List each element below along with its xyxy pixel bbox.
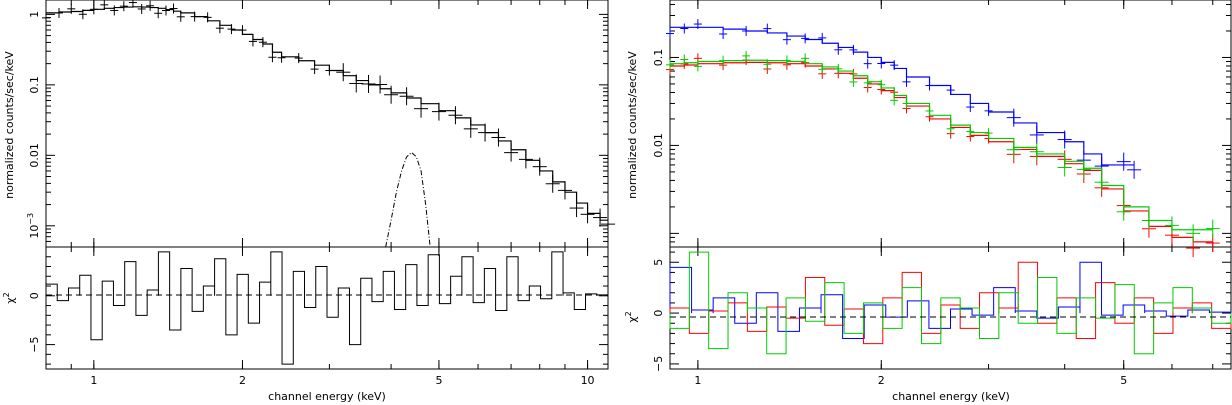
- left-ylabel-bottom-base: χ: [4, 297, 17, 304]
- left-xtick-label: 1: [90, 374, 97, 387]
- right-xtick-label: 2: [878, 374, 885, 387]
- right-panel: 1 2 5 0.1 0.01 5 0 −5 normalized counts/sec/keV…: [624, 0, 1232, 403]
- left-series-0-residuals: [45, 251, 609, 365]
- left-ytick-bottom-label: −5: [28, 336, 41, 352]
- right-series-1-model: [670, 61, 1213, 243]
- left-ylabel-top: normalized counts/sec/keV: [3, 51, 16, 199]
- right-xtick-label: 1: [694, 374, 701, 387]
- left-line-component: [385, 151, 431, 248]
- right-ylabel-top: normalized counts/sec/keV: [626, 51, 639, 199]
- left-ytick-label: 0.1: [28, 76, 41, 94]
- right-ylabel-bottom-sup: 2: [624, 311, 633, 316]
- right-ytick-bottom-label: 0: [652, 310, 665, 317]
- right-xlabel: channel energy (keV): [892, 390, 1010, 403]
- left-panel: 1 2 5 10 1 0.1 0.01 10−3 0 −5 normalized counts/s…: [2, 0, 615, 403]
- right-ytick-bottom-label: 5: [652, 259, 665, 266]
- right-series-2-residuals: [669, 251, 1232, 355]
- left-xtick-label: 5: [435, 374, 442, 387]
- right-ytick-bottom-label: −5: [652, 356, 665, 372]
- right-ticks: 1 2 5 0.1 0.01 5 0 −5: [652, 0, 1231, 387]
- right-ytick-label: 0.01: [652, 133, 665, 158]
- left-ylabel-bottom: χ2: [2, 292, 17, 303]
- right-xtick-label: 5: [1120, 374, 1127, 387]
- left-xtick-label: 10: [581, 374, 595, 387]
- left-ytick-label: 10−3: [26, 213, 41, 239]
- left-bottom-frame: [45, 246, 609, 370]
- left-ytick-bottom-label: 0: [28, 292, 41, 299]
- left-data: [42, 0, 615, 365]
- right-ylabel-bottom-base: χ: [626, 316, 639, 323]
- left-top-frame: [45, 0, 609, 248]
- right-ytick-label: 0.1: [652, 49, 665, 66]
- left-ylabel-bottom-sup: 2: [2, 292, 11, 297]
- left-ticks: 1 2 5 10 1 0.1 0.01 10−3 0 −5: [26, 0, 608, 387]
- right-series-0-residuals: [669, 261, 1232, 339]
- left-ytick-label: 0.01: [28, 143, 41, 168]
- right-ylabel-bottom: χ2: [624, 311, 639, 322]
- left-xtick-label: 2: [239, 374, 246, 387]
- left-ytick-exp: −3: [26, 213, 35, 225]
- left-series-0-model: [46, 6, 608, 221]
- right-series-1-residuals: [669, 261, 1232, 345]
- right-data: [666, 19, 1232, 355]
- left-xlabel: channel energy (keV): [268, 390, 386, 403]
- left-ytick-label: 1: [28, 11, 41, 18]
